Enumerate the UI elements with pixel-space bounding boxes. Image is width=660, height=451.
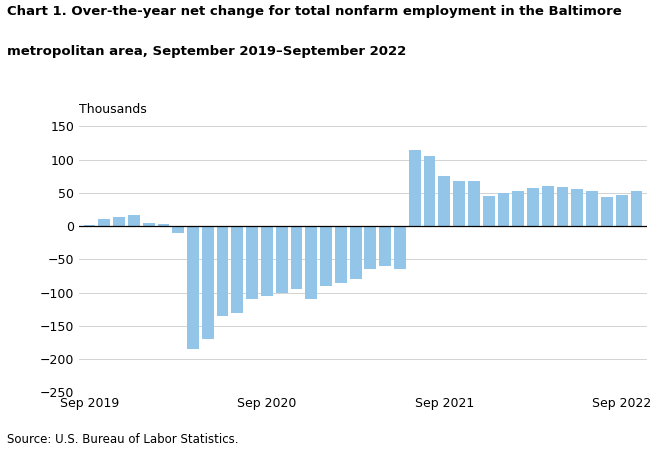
Bar — [172, 226, 184, 233]
Bar — [128, 216, 140, 226]
Bar — [98, 220, 110, 226]
Bar — [482, 196, 494, 226]
Bar — [350, 226, 362, 279]
Bar — [630, 191, 642, 226]
Bar — [364, 226, 376, 269]
Text: Thousands: Thousands — [79, 103, 147, 115]
Bar — [586, 192, 598, 226]
Bar — [424, 156, 436, 226]
Bar — [320, 226, 332, 286]
Bar — [616, 195, 628, 226]
Bar — [601, 198, 612, 226]
Bar — [84, 225, 96, 226]
Bar — [290, 226, 302, 289]
Bar — [498, 193, 510, 226]
Bar — [409, 150, 420, 226]
Bar — [276, 226, 288, 293]
Bar — [542, 186, 554, 226]
Bar — [379, 226, 391, 266]
Bar — [246, 226, 258, 299]
Text: metropolitan area, September 2019–September 2022: metropolitan area, September 2019–Septem… — [7, 45, 406, 58]
Bar — [438, 176, 450, 226]
Bar — [527, 188, 539, 226]
Bar — [114, 217, 125, 226]
Bar — [453, 181, 465, 226]
Bar — [468, 181, 480, 226]
Bar — [187, 226, 199, 349]
Bar — [261, 226, 273, 296]
Text: Chart 1. Over-the-year net change for total nonfarm employment in the Baltimore: Chart 1. Over-the-year net change for to… — [7, 5, 621, 18]
Bar — [158, 224, 170, 226]
Bar — [512, 191, 524, 226]
Bar — [202, 226, 214, 339]
Bar — [216, 226, 228, 316]
Bar — [556, 188, 568, 226]
Text: Source: U.S. Bureau of Labor Statistics.: Source: U.S. Bureau of Labor Statistics. — [7, 433, 238, 446]
Bar — [394, 226, 406, 269]
Bar — [143, 223, 154, 226]
Bar — [572, 189, 583, 226]
Bar — [335, 226, 346, 283]
Bar — [232, 226, 244, 313]
Bar — [306, 226, 317, 299]
